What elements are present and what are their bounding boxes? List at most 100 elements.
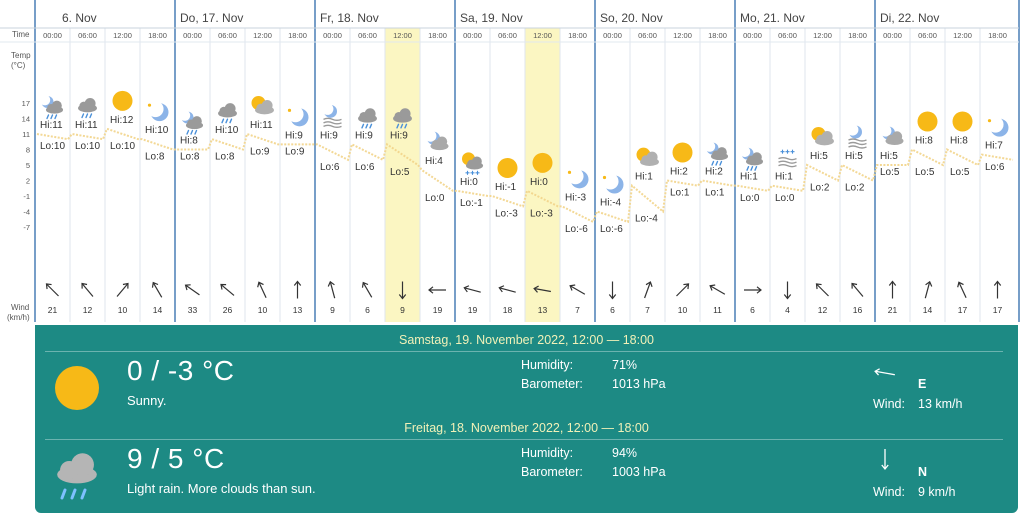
slot-time: 06:00 — [778, 31, 797, 40]
slot-time: 18:00 — [988, 31, 1007, 40]
slot-high-temp: Hi:9 — [320, 130, 338, 141]
temp-tick-label: 8 — [26, 146, 30, 155]
highlighted-column — [525, 28, 560, 322]
slot-high-temp: Hi:11 — [75, 120, 98, 131]
period-detail-saturday: Samstag, 19. November 2022, 12:00 — 18:0… — [35, 325, 1018, 419]
sun-icon — [917, 111, 938, 132]
cloud-rain-icon — [393, 108, 412, 129]
slot-wind-speed: 19 — [433, 305, 443, 315]
wind-direction: N — [918, 465, 928, 479]
slot-wind-speed: 19 — [468, 305, 478, 315]
slot-time: 12:00 — [953, 31, 972, 40]
temp-axis-unit: (°C) — [11, 61, 26, 70]
slot-time: 12:00 — [673, 31, 692, 40]
slot-time: 06:00 — [78, 31, 97, 40]
moon-fog-icon — [848, 125, 867, 149]
slot-low-temp: Lo:10 — [40, 141, 65, 152]
forecast-slot: 06:00 Hi:-1 Lo:-3 18 — [495, 31, 518, 315]
snow-fog-icon — [778, 149, 797, 168]
slot-wind-speed: 9 — [330, 305, 335, 315]
wind-arrow-icon — [533, 285, 551, 293]
humidity-value: 71% — [612, 358, 638, 372]
moon-star-icon — [567, 170, 589, 189]
slot-wind-speed: 17 — [958, 305, 968, 315]
slot-low-temp: Lo:6 — [985, 162, 1005, 173]
slot-time: 18:00 — [568, 31, 587, 40]
slot-low-temp: Lo:10 — [75, 141, 100, 152]
forecast-slot: 00:00 Hi:-4 Lo:-6 6 — [600, 31, 624, 315]
day-header: Fr, 18. Nov — [320, 11, 379, 25]
slot-time: 18:00 — [848, 31, 867, 40]
wind-arrow-icon — [151, 281, 163, 298]
slot-low-temp: Lo:5 — [390, 167, 410, 178]
slot-low-temp: Lo:2 — [810, 183, 830, 194]
wind-arrow-icon — [676, 283, 690, 297]
moon-cloud-icon — [427, 131, 449, 151]
wind-arrow-icon — [463, 285, 481, 293]
wind-arrow-icon — [257, 281, 267, 298]
sun-icon — [532, 152, 553, 173]
sun-icon — [672, 142, 693, 163]
slot-low-temp: Lo:6 — [320, 162, 340, 173]
slot-high-temp: Hi:10 — [215, 125, 239, 136]
slot-high-temp: Hi:-3 — [565, 192, 587, 203]
slot-high-temp: Hi:7 — [985, 141, 1003, 152]
forecast-slot: 06:00 Hi:1 Lo:-4 7 — [635, 31, 659, 315]
divider — [45, 439, 1003, 440]
humidity-label: Humidity: — [521, 446, 574, 460]
barometer-value: 1003 hPa — [612, 465, 666, 479]
slot-high-temp: Hi:1 — [775, 172, 793, 183]
wind-arrow-icon — [924, 280, 933, 299]
slot-low-temp: Lo:5 — [915, 167, 935, 178]
slot-wind-speed: 7 — [645, 305, 650, 315]
slot-low-temp: Lo:8 — [145, 152, 165, 163]
slot-low-temp: Lo:-6 — [565, 224, 588, 235]
forecast-slot: 00:00 Hi:11 Lo:10 21 — [40, 31, 65, 315]
wind-arrow-icon — [184, 284, 200, 296]
slot-wind-speed: 18 — [503, 305, 513, 315]
slot-wind-speed: 4 — [785, 305, 790, 315]
slot-high-temp: Hi:5 — [880, 151, 898, 162]
forecast-slot: 06:00 Hi:10 Lo:8 26 — [215, 31, 239, 315]
slot-wind-speed: 6 — [365, 305, 370, 315]
moon-cloud-rain-icon — [741, 147, 764, 171]
slot-low-temp: Lo:6 — [355, 162, 375, 173]
slot-low-temp: Lo:9 — [250, 146, 270, 157]
sun-icon — [55, 366, 99, 410]
moon-cloud-icon — [882, 126, 904, 145]
slot-time: 18:00 — [288, 31, 307, 40]
slot-wind-speed: 13 — [293, 305, 303, 315]
slot-time: 00:00 — [463, 31, 482, 40]
wind-arrow-icon — [644, 281, 653, 299]
slot-time: 06:00 — [358, 31, 377, 40]
slot-high-temp: Hi:-4 — [600, 198, 622, 209]
slot-low-temp: Lo:10 — [110, 141, 135, 152]
forecast-slot: 00:00 Hi:1 Lo:0 6 — [740, 31, 764, 315]
wind-arrow-icon — [709, 284, 726, 295]
wind-speed: 13 km/h — [918, 397, 963, 411]
slot-wind-speed: 21 — [888, 305, 898, 315]
forecast-slot: 00:00 Hi:9 Lo:6 9 — [320, 31, 342, 315]
barometer-label: Barometer: — [521, 377, 583, 391]
arrow-down-icon — [881, 449, 889, 471]
sun-icon — [112, 90, 133, 111]
slot-wind-speed: 17 — [993, 305, 1003, 315]
forecast-slot: 12:00 Hi:2 Lo:1 10 — [670, 31, 693, 315]
cloud-rain-icon — [57, 453, 97, 500]
forecast-slot: 18:00 Hi:9 Lo:9 13 — [285, 31, 309, 315]
forecast-slot: 12:00 Hi:0 Lo:-3 13 — [530, 31, 553, 315]
wind-arrow-icon — [744, 286, 762, 294]
arrow-left-icon — [874, 368, 895, 376]
temp-tick-label: 2 — [26, 177, 30, 186]
slot-high-temp: Hi:5 — [845, 151, 863, 162]
humidity-label: Humidity: — [521, 358, 574, 372]
wind-arrow-icon — [957, 281, 967, 298]
highlighted-column — [385, 28, 420, 322]
period-temperature: 9 / 5 °C — [127, 443, 225, 474]
slot-low-temp: Lo:5 — [880, 167, 900, 178]
forecast-slot: 12:00 Hi:11 Lo:9 10 — [250, 31, 274, 315]
slot-high-temp: Hi:1 — [740, 172, 758, 183]
temp-tick-label: 14 — [22, 115, 30, 124]
slot-high-temp: Hi:-1 — [495, 182, 517, 193]
forecast-slot: 12:00 Hi:5 Lo:2 12 — [810, 31, 834, 315]
